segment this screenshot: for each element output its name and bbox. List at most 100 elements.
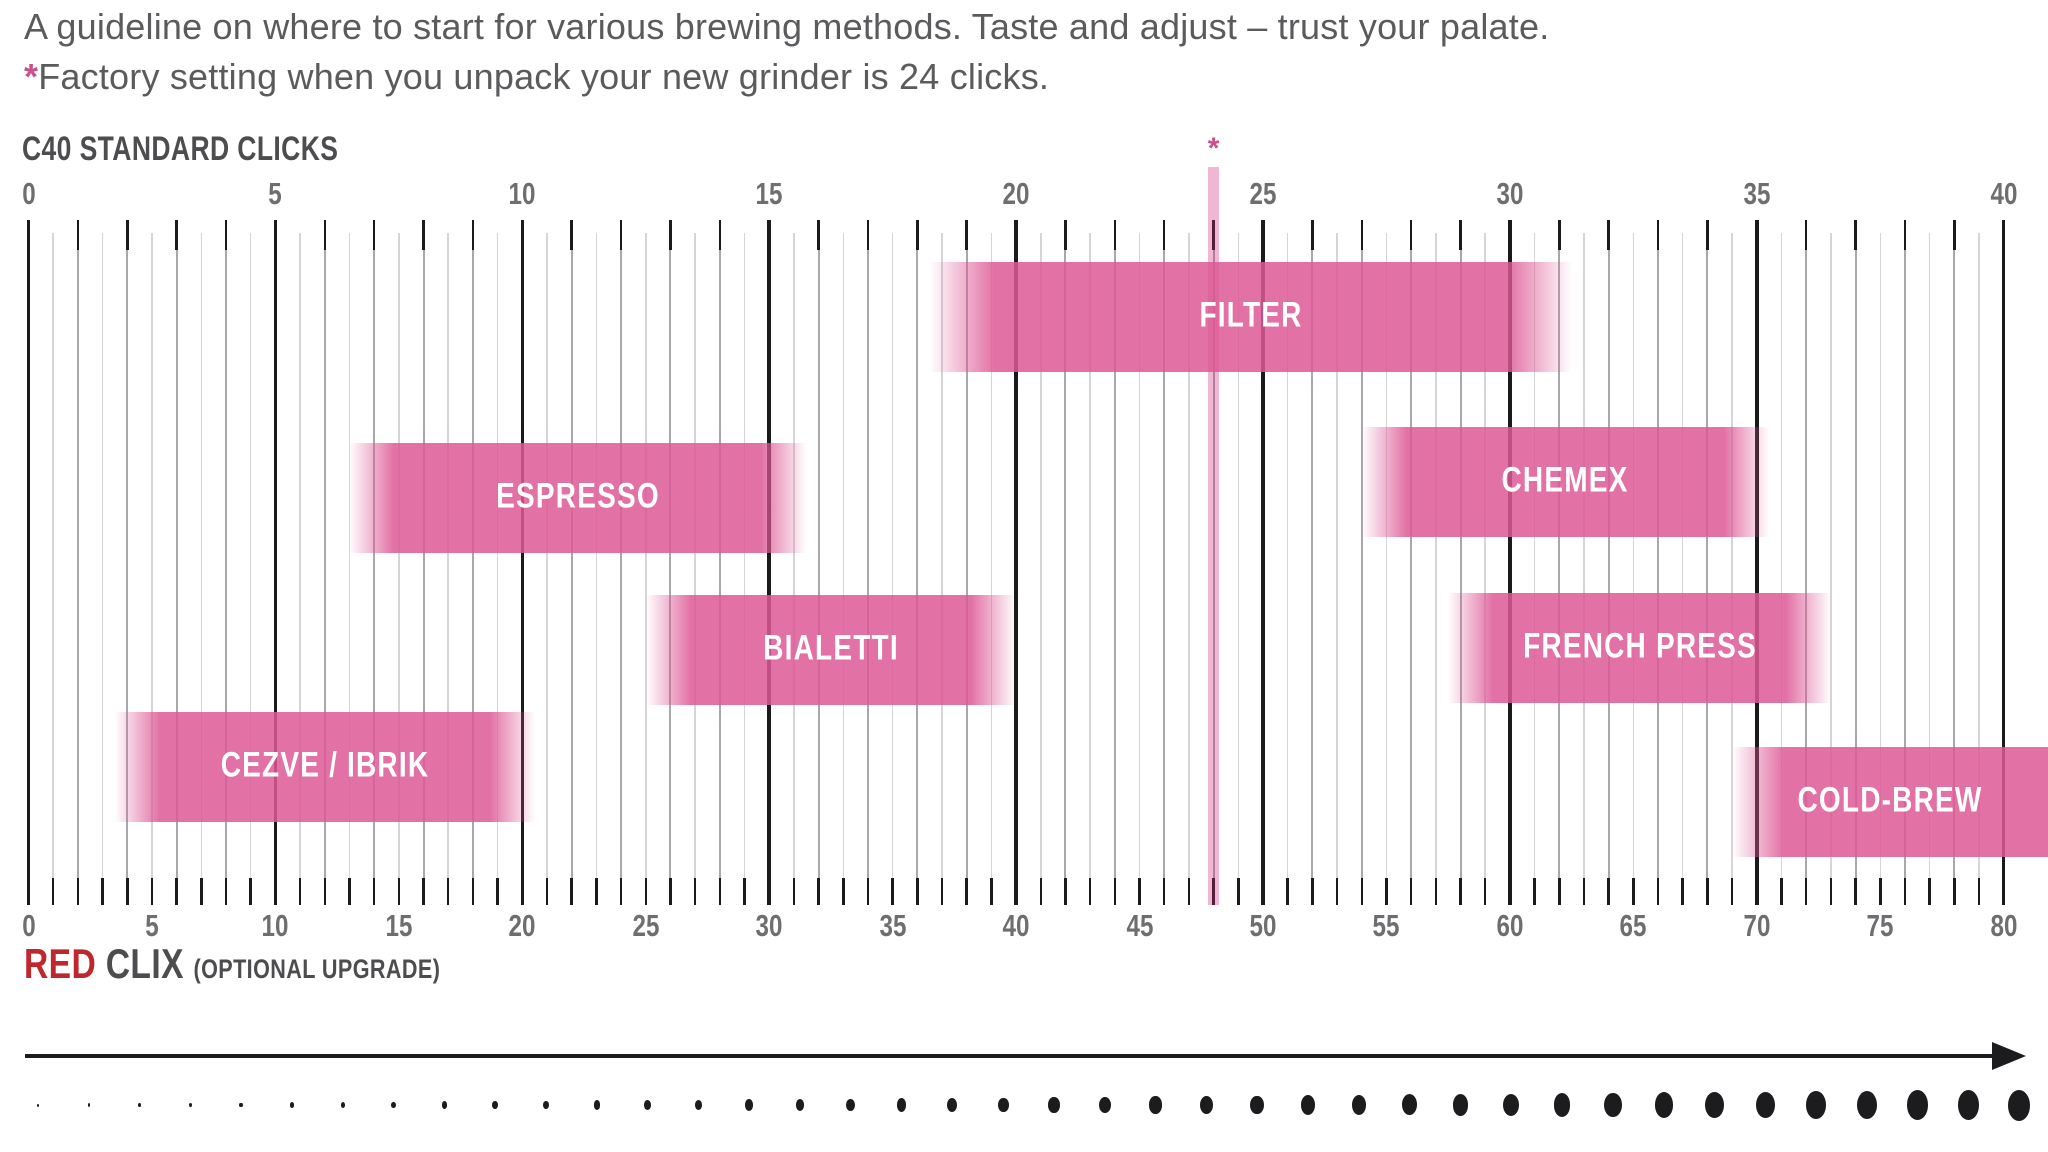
top-axis-tick bbox=[1804, 220, 1808, 250]
bottom-axis-tick bbox=[348, 878, 351, 905]
grind-size-dot bbox=[1452, 1094, 1469, 1116]
bottom-axis-tick bbox=[545, 878, 549, 905]
bottom-axis-tick bbox=[422, 878, 425, 905]
top-axis-tick bbox=[1311, 220, 1314, 250]
bottom-axis-tick bbox=[1237, 878, 1240, 905]
grind-size-dot bbox=[492, 1101, 498, 1109]
grid-line-half-click bbox=[793, 233, 795, 878]
top-axis-tick bbox=[866, 220, 870, 250]
bottom-axis-tick bbox=[1459, 878, 1462, 905]
grind-size-dot bbox=[593, 1100, 601, 1110]
bottom-axis-tick bbox=[1533, 878, 1536, 905]
top-axis-tick bbox=[1459, 220, 1462, 250]
bottom-axis-tick bbox=[644, 878, 647, 905]
grind-size-dot bbox=[1654, 1092, 1673, 1118]
top-axis-number: 40 bbox=[1990, 176, 2018, 211]
grind-size-dot bbox=[1755, 1091, 1775, 1119]
bottom-axis-tick bbox=[1953, 878, 1956, 905]
grid-line-click bbox=[1163, 250, 1166, 878]
brew-band-label: ESPRESSO bbox=[496, 476, 660, 516]
grid-line-half-click bbox=[1533, 233, 1536, 878]
bottom-axis-tick bbox=[718, 878, 722, 905]
grid-line-click bbox=[323, 250, 326, 878]
grind-size-dot bbox=[1301, 1095, 1315, 1115]
bottom-axis-number: 50 bbox=[1249, 908, 1277, 943]
grid-line-click bbox=[1459, 250, 1462, 878]
top-axis-tick bbox=[1953, 220, 1956, 250]
grid-line-click bbox=[1607, 250, 1610, 878]
bottom-axis-tick bbox=[866, 878, 870, 905]
bottom-axis-tick bbox=[298, 878, 302, 905]
top-axis-number: 0 bbox=[21, 176, 36, 211]
bottom-axis-number: 30 bbox=[755, 908, 783, 943]
grid-line-click bbox=[965, 250, 968, 878]
grid-line-half-click bbox=[842, 233, 845, 878]
top-axis-tick bbox=[372, 220, 376, 250]
top-axis-tick bbox=[1409, 220, 1413, 250]
grid-line-half-click bbox=[200, 233, 203, 878]
grid-line-click bbox=[76, 250, 79, 878]
grid-line-click bbox=[373, 250, 376, 878]
grid-line-click bbox=[718, 250, 721, 878]
grid-line-half-click bbox=[447, 233, 449, 878]
grind-size-dot bbox=[290, 1102, 294, 1108]
bottom-axis-tick bbox=[1064, 878, 1067, 905]
bottom-axis-number: 65 bbox=[1619, 908, 1647, 943]
guideline-text: A guideline on where to start for variou… bbox=[24, 6, 1550, 47]
bottom-axis-tick bbox=[1434, 878, 1438, 905]
grid-line-click bbox=[620, 250, 623, 878]
bottom-axis-number: 35 bbox=[879, 908, 907, 943]
grind-size-dot bbox=[1806, 1091, 1826, 1119]
bottom-axis-number: 75 bbox=[1866, 908, 1894, 943]
top-axis-tick bbox=[323, 220, 327, 250]
grid-line-half-click bbox=[1681, 233, 1684, 878]
bottom-axis-tick bbox=[1829, 878, 1833, 905]
top-axis-number: 15 bbox=[755, 176, 783, 211]
bottom-axis-tick bbox=[1607, 878, 1610, 905]
grind-size-dot bbox=[1553, 1093, 1571, 1117]
grid-line-click bbox=[817, 250, 820, 878]
grid-line-click bbox=[1113, 250, 1116, 878]
grid-line-half-click bbox=[1780, 233, 1783, 878]
bottom-axis-tick bbox=[1286, 878, 1289, 905]
grind-size-dot bbox=[1098, 1096, 1111, 1114]
top-axis-tick bbox=[76, 220, 80, 250]
bottom-axis-title: RED CLIX (OPTIONAL UPGRADE) bbox=[24, 940, 440, 988]
grind-size-dot bbox=[87, 1103, 91, 1107]
grid-line-click bbox=[126, 250, 129, 878]
grind-size-dot bbox=[1604, 1092, 1622, 1118]
brew-band-bialetti: BIALETTI bbox=[645, 595, 1017, 705]
grid-line-half-click bbox=[1484, 233, 1486, 878]
grid-line-half-click bbox=[891, 233, 894, 878]
grid-line-half-click bbox=[743, 233, 746, 878]
grid-line-click bbox=[1805, 250, 1808, 878]
top-axis-tick bbox=[1162, 220, 1166, 250]
grid-line-half-click bbox=[1040, 233, 1042, 878]
top-axis-title: C40 STANDARD CLICKS bbox=[22, 130, 339, 168]
red-clix-title-note: (OPTIONAL UPGRADE) bbox=[193, 954, 441, 984]
top-axis-number: 20 bbox=[1002, 176, 1030, 211]
brew-band-espresso: ESPRESSO bbox=[349, 443, 807, 553]
grind-size-dot bbox=[1705, 1092, 1724, 1118]
bottom-axis-tick bbox=[150, 878, 154, 905]
bottom-axis-tick bbox=[224, 878, 228, 905]
bottom-axis-tick bbox=[1854, 878, 1857, 905]
bottom-axis-number: 45 bbox=[1126, 908, 1153, 943]
bottom-axis-tick bbox=[471, 878, 475, 905]
brew-band-label: FILTER bbox=[1199, 295, 1303, 335]
bottom-axis-tick bbox=[1558, 878, 1561, 905]
grid-line-half-click bbox=[1237, 233, 1240, 878]
bottom-axis-tick bbox=[1928, 878, 1931, 905]
top-axis-tick bbox=[965, 220, 968, 250]
top-axis-tick bbox=[1113, 220, 1117, 250]
grid-line-major bbox=[1014, 220, 1018, 905]
bottom-axis-tick bbox=[891, 878, 894, 905]
brew-band-label: BIALETTI bbox=[763, 628, 899, 668]
bottom-axis-tick bbox=[446, 878, 450, 905]
bottom-axis-tick bbox=[1113, 878, 1117, 905]
grid-line-click bbox=[1558, 250, 1561, 878]
grid-line-half-click bbox=[645, 233, 647, 878]
bottom-axis-tick bbox=[76, 878, 80, 905]
asterisk-icon: * bbox=[24, 56, 39, 97]
